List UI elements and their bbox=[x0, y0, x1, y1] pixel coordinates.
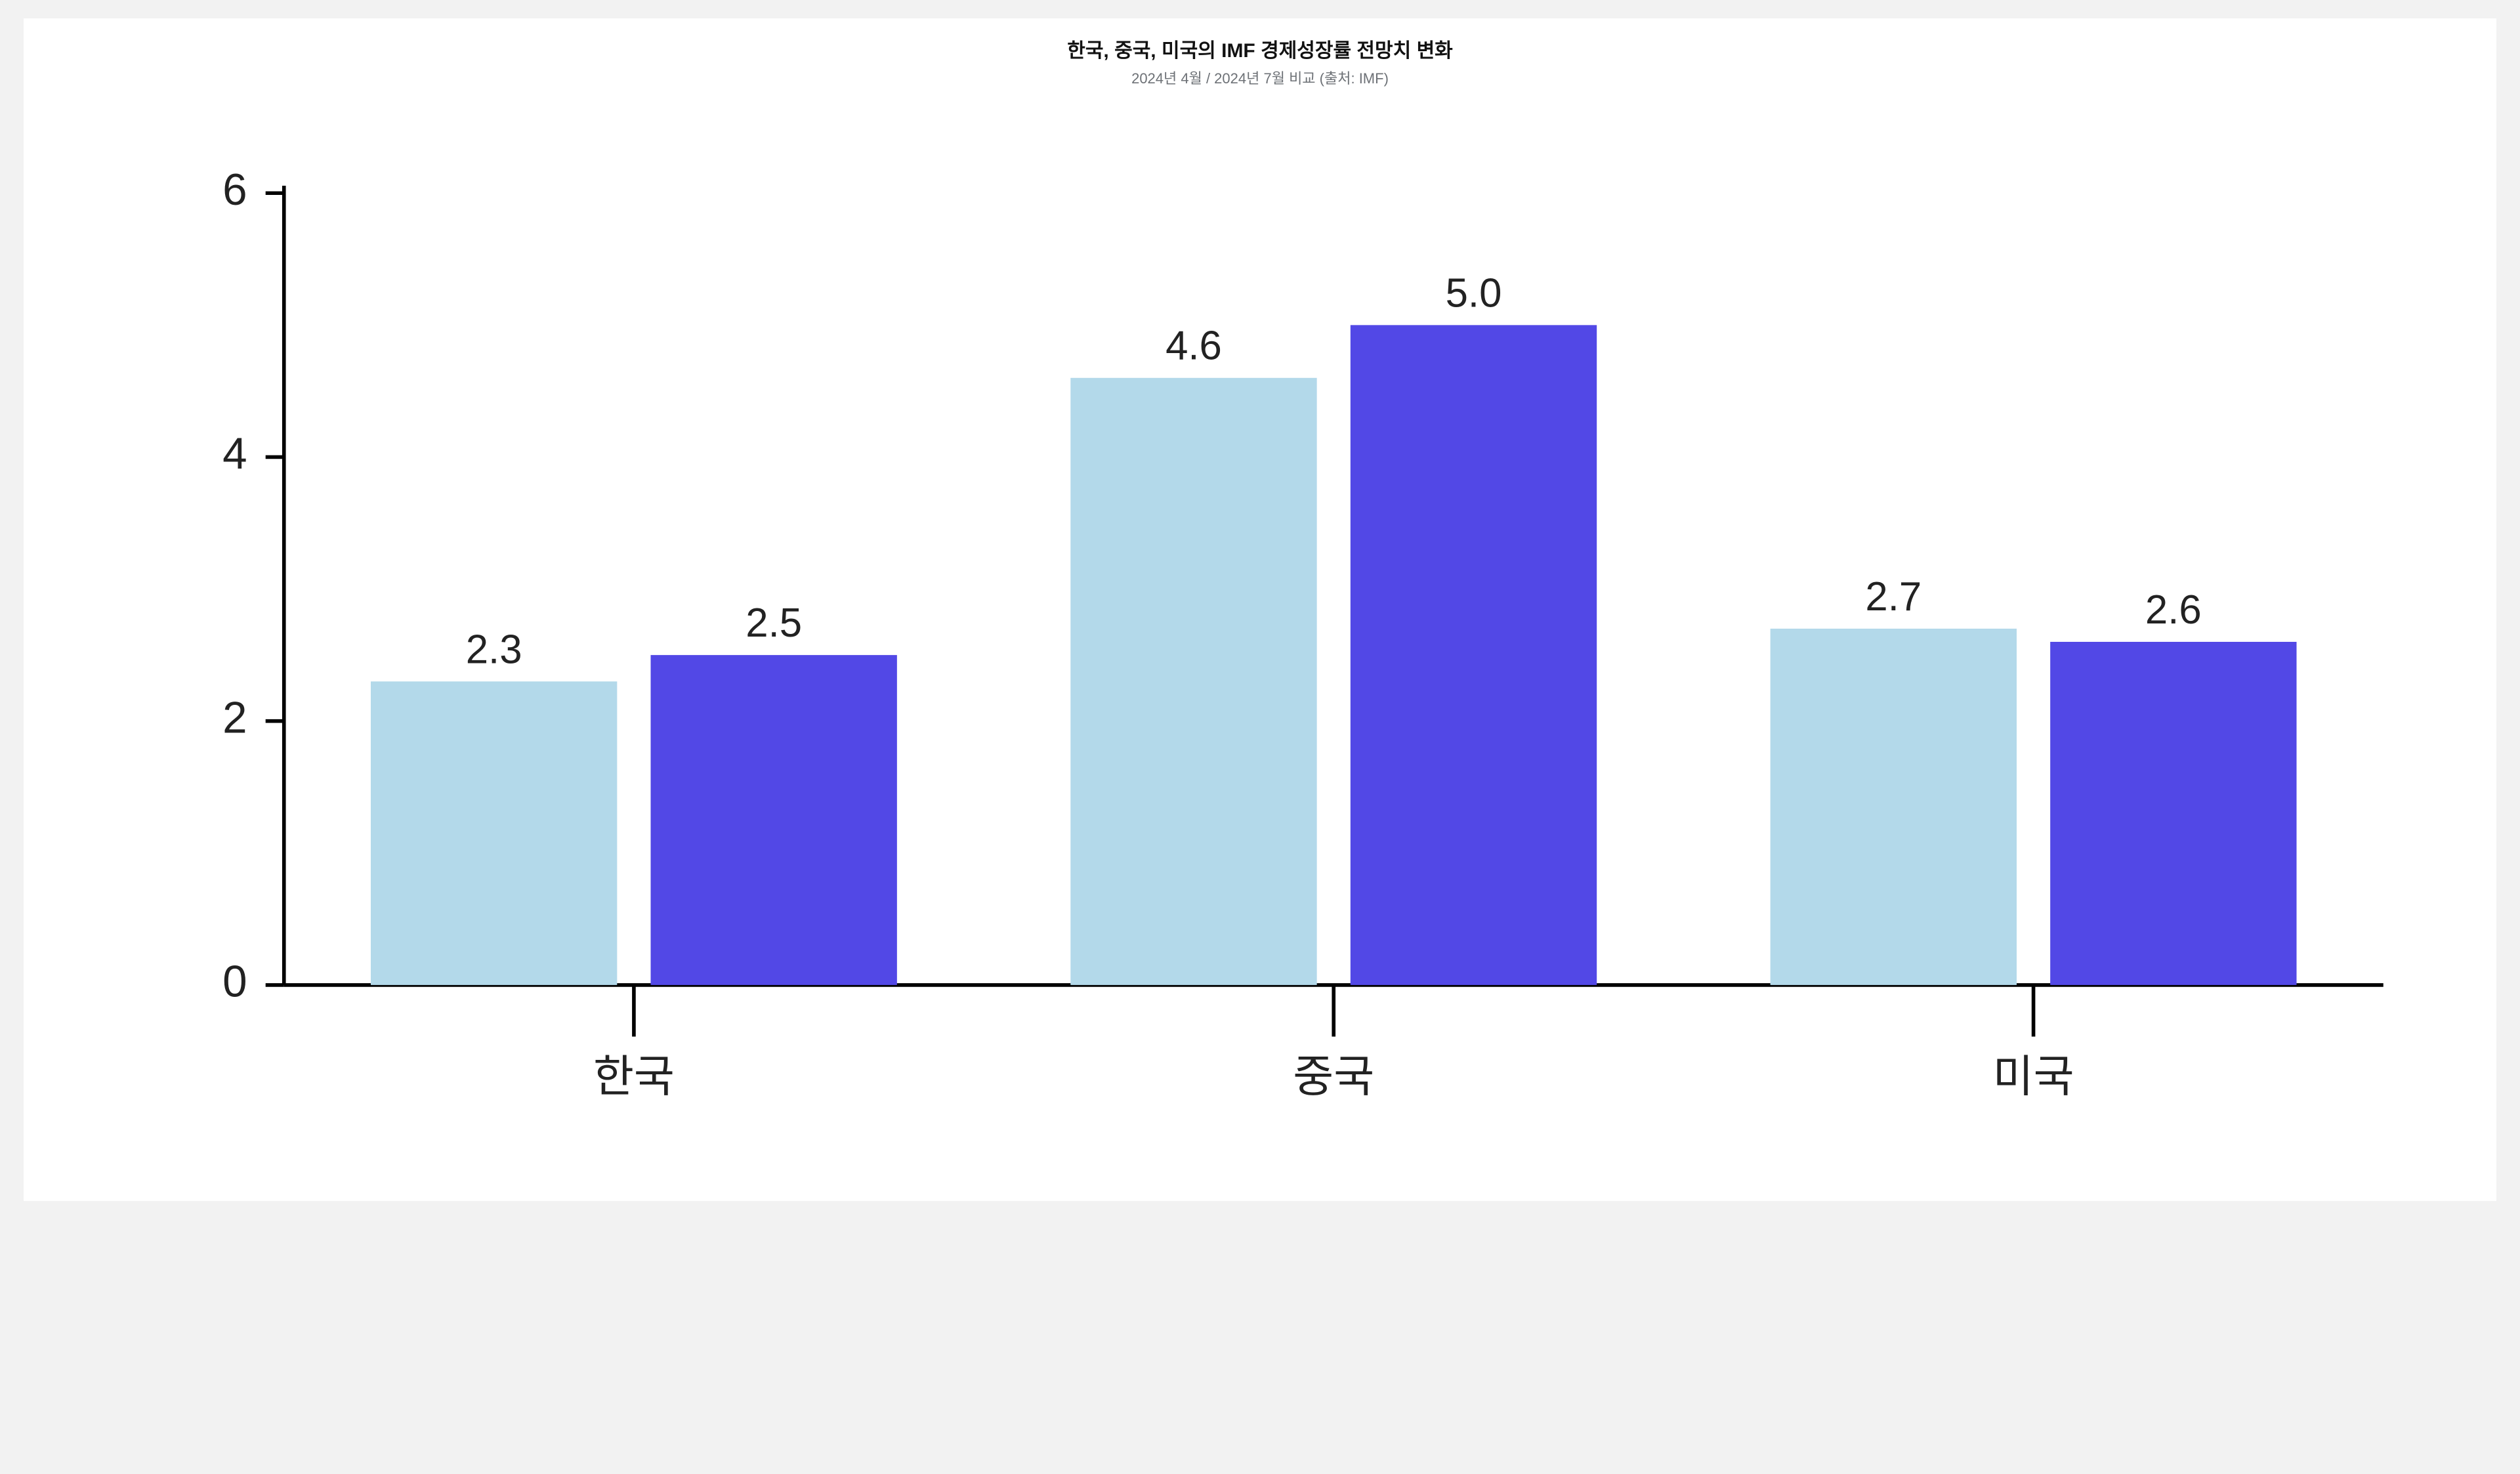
bar-chart-svg: 0 2 4 6 한국 2.3 2.5 중국 4.6 5.0 미국 2.7 2.6 bbox=[63, 119, 2457, 1188]
bar bbox=[1070, 378, 1316, 985]
bar bbox=[1771, 629, 2017, 985]
bar-value-label: 2.7 bbox=[1865, 574, 1922, 620]
bar-value-label: 4.6 bbox=[1166, 324, 1222, 369]
bar-value-label: 2.6 bbox=[2145, 587, 2202, 633]
bar-value-label: 2.3 bbox=[466, 627, 522, 672]
category-label: 한국 bbox=[593, 1053, 675, 1102]
y-tick-label: 6 bbox=[222, 165, 247, 215]
bar bbox=[2050, 642, 2296, 985]
bar-value-label: 2.5 bbox=[746, 600, 802, 646]
page-background: 한국, 중국, 미국의 IMF 경제성장률 전망치 변화 2024년 4월 / … bbox=[0, 0, 2520, 1474]
chart-title: 한국, 중국, 미국의 IMF 경제성장률 전망치 변화 bbox=[50, 34, 2470, 63]
y-tick-label: 0 bbox=[222, 958, 247, 1007]
chart-card: 한국, 중국, 미국의 IMF 경제성장률 전망치 변화 2024년 4월 / … bbox=[24, 18, 2496, 1201]
chart-subtitle: 2024년 4월 / 2024년 7월 비교 (출처: IMF) bbox=[50, 67, 2470, 88]
plot-area: 0 2 4 6 한국 2.3 2.5 중국 4.6 5.0 미국 2.7 2.6 bbox=[50, 93, 2470, 1188]
title-block: 한국, 중국, 미국의 IMF 경제성장률 전망치 변화 2024년 4월 / … bbox=[50, 34, 2470, 88]
bar bbox=[651, 655, 897, 985]
category-label: 미국 bbox=[1993, 1053, 2074, 1102]
bar bbox=[1351, 325, 1597, 985]
y-tick-label: 4 bbox=[222, 429, 247, 478]
y-tick-label: 2 bbox=[222, 693, 247, 742]
category-label: 중국 bbox=[1293, 1053, 1374, 1102]
bar-value-label: 5.0 bbox=[1446, 270, 1502, 316]
bar bbox=[371, 681, 617, 985]
